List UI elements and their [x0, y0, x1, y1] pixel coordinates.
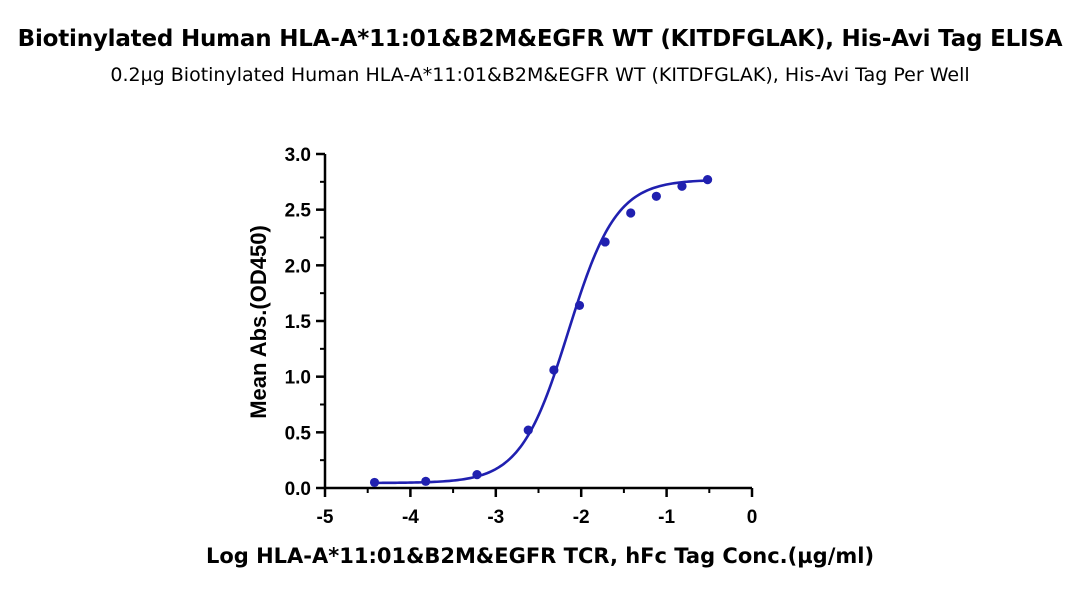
x-tick-label: -2 [573, 507, 590, 528]
x-tick-label: 0 [747, 507, 758, 528]
data-point [600, 237, 610, 247]
x-axis-title: Log HLA-A*11:01&B2M&EGFR TCR, hFc Tag Co… [205, 544, 875, 568]
x-tick-label: -5 [317, 507, 334, 528]
data-point [421, 476, 431, 486]
data-point [626, 208, 636, 218]
x-tick-label: -3 [487, 507, 504, 528]
y-tick-label: 1.0 [285, 368, 311, 389]
chart-title: Biotinylated Human HLA-A*11:01&B2M&EGFR … [17, 26, 1063, 52]
x-tick-label: -1 [658, 507, 675, 528]
chart-subtitle: 0.2µg Biotinylated Human HLA-A*11:01&B2M… [110, 64, 970, 86]
axes [316, 152, 754, 497]
y-tick-label: 3.0 [285, 145, 311, 166]
y-tick-label: 2.0 [285, 256, 311, 277]
fit-curve [374, 179, 708, 485]
data-point [549, 365, 559, 375]
y-tick-label: 1.5 [285, 312, 312, 333]
data-points [369, 175, 713, 488]
data-point [523, 425, 533, 435]
data-point [472, 470, 482, 480]
y-tick-label: 0.5 [285, 423, 312, 444]
tick-labels: 0.0 0.5 1.0 1.5 2.0 2.5 3.0 -5 -4 -3 -2 -1 0 [285, 145, 758, 528]
data-point [651, 191, 661, 201]
data-point [702, 175, 713, 185]
y-tick-label: 0.0 [285, 479, 311, 500]
y-axis-title: Mean Abs.(OD450) [246, 225, 271, 419]
x-tick-label: -4 [402, 507, 419, 528]
data-point [677, 181, 687, 191]
data-point [574, 300, 585, 311]
y-tick-label: 2.5 [285, 201, 312, 222]
data-point [369, 477, 380, 488]
